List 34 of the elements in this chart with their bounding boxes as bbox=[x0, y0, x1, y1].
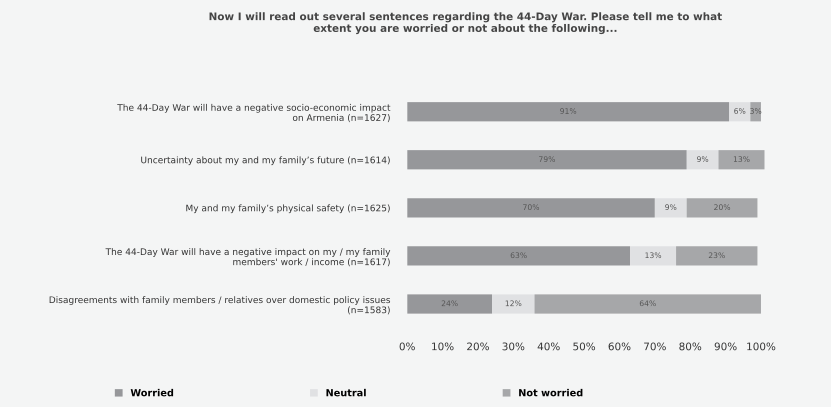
bar bbox=[630, 246, 676, 266]
bar bbox=[534, 294, 761, 314]
bar bbox=[676, 246, 758, 266]
bar bbox=[407, 102, 730, 122]
x-tick-label: 70% bbox=[644, 342, 666, 350]
x-tick-label: 80% bbox=[679, 342, 702, 350]
x-tick-label: 50% bbox=[573, 342, 596, 350]
y-tick-label: Uncertainty about my and my family’s future (n=1614) bbox=[141, 156, 390, 166]
y-tick-label: Disagreements with family members / relatives over domestic policy issues (n=1583) bbox=[50, 296, 390, 314]
legend-label: Not worried bbox=[519, 388, 582, 396]
y-tick-label: The 44-Day War will have a negative impact on my / my family members' work / income (n=1617) bbox=[106, 248, 390, 266]
bar bbox=[407, 294, 492, 314]
bar bbox=[686, 150, 719, 170]
x-tick-label: 10% bbox=[432, 342, 454, 350]
bar bbox=[686, 198, 758, 218]
x-tick-label: 20% bbox=[467, 342, 489, 350]
x-tick-label: 0% bbox=[400, 342, 415, 350]
legend-label: Neutral bbox=[326, 388, 366, 396]
bar bbox=[407, 150, 687, 170]
y-tick-label: The 44-Day War will have a negative socio-economic impact on Armenia (n=1627) bbox=[117, 104, 390, 122]
chart-title: Now I will read out several sentences regarding the 44-Day War. Please tell me to what extent you are worried or not about the following... bbox=[210, 12, 722, 34]
x-tick-label: 60% bbox=[608, 342, 630, 350]
bar bbox=[654, 198, 687, 218]
y-tick-label: My and my family’s physical safety (n=1625) bbox=[186, 204, 390, 214]
x-tick-label: 90% bbox=[714, 342, 737, 350]
bar bbox=[407, 246, 630, 266]
bar bbox=[718, 150, 765, 170]
x-tick-label: 100% bbox=[747, 342, 776, 350]
bar bbox=[492, 294, 535, 314]
bar bbox=[407, 198, 655, 218]
legend-label: Worried bbox=[130, 388, 174, 396]
x-tick-label: 30% bbox=[502, 342, 524, 350]
bar bbox=[729, 102, 750, 122]
x-tick-label: 40% bbox=[538, 342, 560, 350]
